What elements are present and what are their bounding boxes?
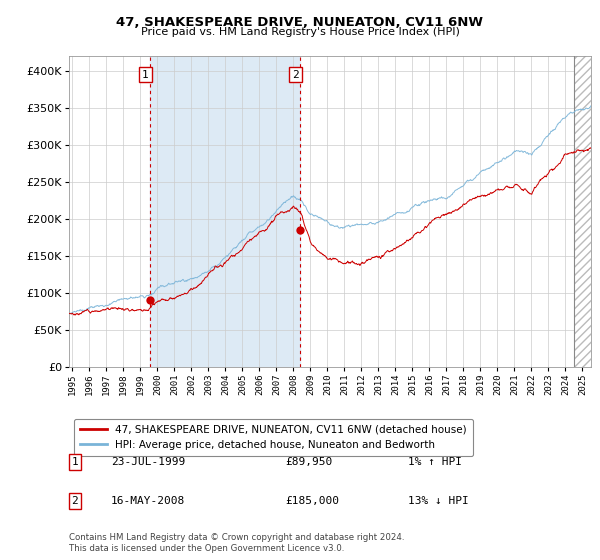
Text: Contains HM Land Registry data © Crown copyright and database right 2024.
This d: Contains HM Land Registry data © Crown c… [69,533,404,553]
Text: 13% ↓ HPI: 13% ↓ HPI [408,496,469,506]
Text: 2: 2 [71,496,79,506]
Text: 16-MAY-2008: 16-MAY-2008 [111,496,185,506]
Text: £185,000: £185,000 [285,496,339,506]
Text: 1: 1 [142,69,149,80]
Legend: 47, SHAKESPEARE DRIVE, NUNEATON, CV11 6NW (detached house), HPI: Average price, : 47, SHAKESPEARE DRIVE, NUNEATON, CV11 6N… [74,419,473,456]
Text: Price paid vs. HM Land Registry's House Price Index (HPI): Price paid vs. HM Land Registry's House … [140,27,460,37]
Text: 1: 1 [71,457,79,467]
Text: 1% ↑ HPI: 1% ↑ HPI [408,457,462,467]
Bar [150,56,300,367]
Text: £89,950: £89,950 [285,457,332,467]
Bar [574,56,591,367]
Text: 2: 2 [292,69,299,80]
Text: 23-JUL-1999: 23-JUL-1999 [111,457,185,467]
Bar [574,56,591,367]
Text: 47, SHAKESPEARE DRIVE, NUNEATON, CV11 6NW: 47, SHAKESPEARE DRIVE, NUNEATON, CV11 6N… [116,16,484,29]
